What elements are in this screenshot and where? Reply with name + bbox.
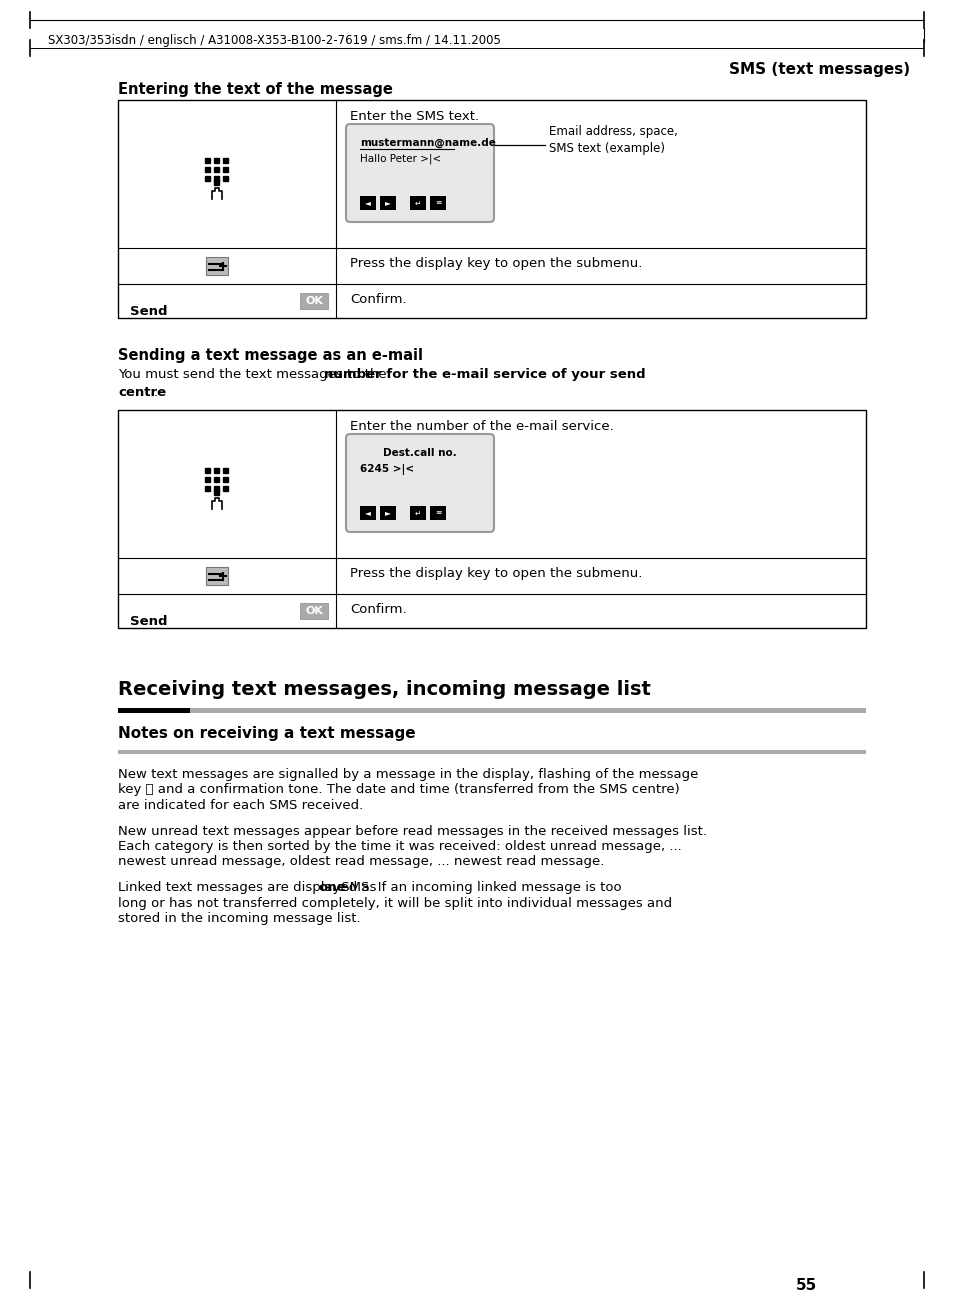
Bar [379,506,395,520]
Text: Hallo Peter >|<: Hallo Peter >|< [359,154,441,165]
Text: ≡: ≡ [435,199,440,208]
Bar [205,477,211,481]
Text: Confirm.: Confirm. [350,603,406,616]
FancyBboxPatch shape [346,434,494,532]
Text: ↵: ↵ [415,508,420,518]
Text: Press the display key to open the submenu.: Press the display key to open the submen… [350,567,641,580]
Bar [118,410,865,627]
Bar [205,485,211,490]
Bar [214,175,219,180]
Text: Send: Send [130,305,168,318]
Bar [359,506,375,520]
Bar [214,166,219,171]
Bar [223,158,229,162]
Text: long or has not transferred completely, it will be split into individual message: long or has not transferred completely, … [118,897,672,910]
Bar [223,166,229,171]
Text: Enter the SMS text.: Enter the SMS text. [350,110,478,123]
Text: Dest.call no.: Dest.call no. [383,448,456,457]
Text: key ⓢ and a confirmation tone. The date and time (transferred from the SMS centr: key ⓢ and a confirmation tone. The date … [118,783,679,796]
Text: ►: ► [385,199,391,208]
Text: 55: 55 [795,1278,817,1293]
Bar [205,175,211,180]
Text: newest unread message, oldest read message, ... newest read message.: newest unread message, oldest read messa… [118,856,604,868]
Bar [214,180,219,186]
Bar [214,158,219,162]
Bar [205,166,211,171]
Text: Email address, space,
SMS text (example): Email address, space, SMS text (example) [548,125,678,156]
Text: Enter the number of the e-mail service.: Enter the number of the e-mail service. [350,420,613,433]
Text: SMS. If an incoming linked message is too: SMS. If an incoming linked message is to… [336,881,620,894]
Text: You must send the text messages to the: You must send the text messages to the [118,369,391,382]
Text: Receiving text messages, incoming message list: Receiving text messages, incoming messag… [118,680,650,699]
Bar [214,477,219,481]
Bar [205,158,211,162]
FancyBboxPatch shape [346,124,494,222]
Bar [299,603,328,620]
Bar [118,708,190,714]
Bar [223,468,229,473]
Bar [410,506,426,520]
Bar [190,708,865,714]
Text: New text messages are signalled by a message in the display, flashing of the mes: New text messages are signalled by a mes… [118,769,698,782]
Text: Confirm.: Confirm. [350,293,406,306]
Text: Entering the text of the message: Entering the text of the message [118,82,393,97]
Text: .: . [153,386,157,399]
Text: Linked text messages are displayed as: Linked text messages are displayed as [118,881,380,894]
Text: New unread text messages appear before read messages in the received messages li: New unread text messages appear before r… [118,825,706,838]
Bar [299,293,328,308]
Bar [214,468,219,473]
Bar [205,468,211,473]
Text: ◄: ◄ [365,508,371,518]
Bar [214,490,219,495]
Bar [430,506,446,520]
Bar [359,196,375,210]
Text: are indicated for each SMS received.: are indicated for each SMS received. [118,799,363,812]
Bar [223,175,229,180]
Text: one: one [318,881,346,894]
Bar [410,196,426,210]
Text: Send: Send [130,616,168,627]
Text: SX303/353isdn / englisch / A31008-X353-B100-2-7619 / sms.fm / 14.11.2005: SX303/353isdn / englisch / A31008-X353-B… [48,34,500,47]
Bar [223,477,229,481]
Text: number for the e-mail service of your send: number for the e-mail service of your se… [324,369,645,382]
Bar [206,567,228,586]
Text: 6245 >|<: 6245 >|< [359,464,414,474]
Text: Each category is then sorted by the time it was received: oldest unread message,: Each category is then sorted by the time… [118,840,681,853]
Text: SMS (text messages): SMS (text messages) [728,61,909,77]
Bar [206,257,228,274]
Text: Sending a text message as an e-mail: Sending a text message as an e-mail [118,348,422,363]
Bar [214,485,219,490]
Text: centre: centre [118,386,166,399]
Text: Notes on receiving a text message: Notes on receiving a text message [118,725,416,741]
Text: OK: OK [305,606,323,616]
Bar [223,485,229,490]
Text: ≡: ≡ [435,508,440,518]
Text: OK: OK [305,295,323,306]
Bar [118,101,865,318]
Text: ◄: ◄ [365,199,371,208]
Text: ►: ► [385,508,391,518]
Bar [379,196,395,210]
Text: Press the display key to open the submenu.: Press the display key to open the submen… [350,257,641,271]
Text: ↵: ↵ [415,199,420,208]
Bar [430,196,446,210]
Text: mustermann@name.de: mustermann@name.de [359,139,496,148]
Text: stored in the incoming message list.: stored in the incoming message list. [118,912,360,925]
Bar [118,750,865,754]
